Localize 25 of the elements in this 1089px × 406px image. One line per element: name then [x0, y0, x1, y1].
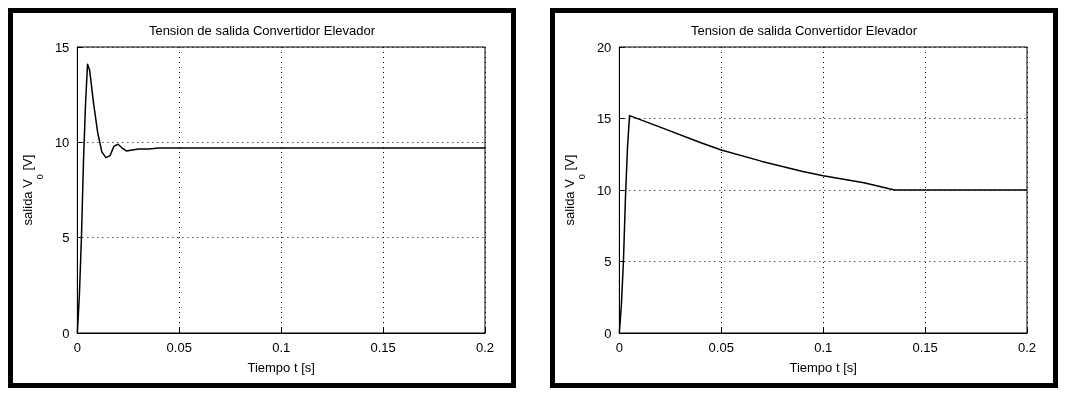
y-tick-label: 10 [54, 134, 70, 150]
y-tick-label: 20 [596, 39, 612, 55]
y-tick-label: 5 [62, 230, 70, 246]
x-tick-label: 0.1 [814, 340, 833, 355]
chart-title: Tension de salida Convertidor Elevador [148, 23, 376, 38]
x-tick-label: 0.15 [370, 340, 396, 355]
x-tick-label: 0.2 [1017, 340, 1037, 355]
y-tick-label: 5 [604, 254, 612, 269]
x-tick-label: 0.15 [912, 340, 938, 355]
y-axis-title: salida V0 [V] [562, 154, 587, 226]
y-tick-label: 10 [596, 182, 612, 198]
x-axis-title: Tiempo t [s] [247, 360, 315, 375]
y-tick-label: 0 [62, 325, 70, 341]
y-tick-label: 0 [604, 325, 612, 341]
x-tick-label: 0.05 [708, 340, 734, 355]
x-tick-label: 0.05 [166, 340, 192, 355]
x-axis-title: Tiempo t [s] [789, 360, 857, 375]
x-tick-label: 0 [73, 340, 81, 355]
y-tick-label: 15 [596, 111, 612, 126]
x-tick-label: 0.2 [475, 340, 495, 355]
x-tick-label: 0.1 [272, 340, 291, 355]
x-tick-label: 0 [615, 340, 623, 355]
chart-title: Tension de salida Convertidor Elevador [690, 23, 918, 38]
y-axis-title: salida V0 [V] [20, 154, 45, 226]
y-tick-label: 15 [54, 39, 70, 55]
